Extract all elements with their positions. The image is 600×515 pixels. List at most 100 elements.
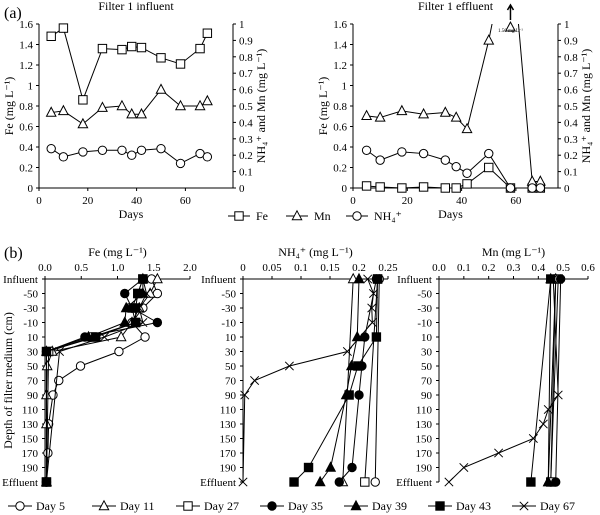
legend-b-label-day-43: Day 43 — [456, 499, 491, 513]
chart-influent-point — [155, 83, 167, 94]
profile-fe-ytick-label: Effluent — [2, 477, 38, 489]
chart-effluent-point — [375, 155, 385, 165]
chart-influent-point — [45, 106, 57, 117]
profile-fe-point — [43, 448, 53, 458]
profile-mn-point — [444, 477, 454, 487]
chart-effluent-point — [451, 183, 461, 193]
chart-effluent-ytick-right-label: 0.1 — [564, 167, 578, 179]
chart-effluent-point — [451, 161, 461, 172]
profile-nh4-title: NH₄⁺ (mg L⁻¹) — [278, 245, 352, 259]
profile-mn-day-67-line — [448, 278, 559, 483]
chart-effluent-point — [418, 148, 429, 159]
profile-mn-point — [555, 274, 566, 284]
chart-influent-point — [175, 59, 186, 69]
legend-b-marker — [519, 501, 529, 511]
profile-mn-ytick-label: 110 — [416, 405, 433, 417]
panel-label-b: (b) — [4, 245, 23, 262]
profile-mn-point — [546, 274, 556, 284]
profile-fe-point — [99, 332, 110, 342]
profile-mn-point — [543, 404, 553, 415]
profile-fe-ytick-label: 90 — [27, 390, 39, 402]
profile-mn-ytick-label: 10 — [421, 332, 433, 344]
profile-fe-point — [114, 346, 124, 357]
profile-fe-point — [140, 332, 150, 342]
profile-mn-point — [459, 462, 469, 473]
profile-fe-point — [115, 330, 127, 342]
profile-mn-point — [548, 274, 558, 284]
profile-nh4-xtick-label: 0.15 — [320, 262, 340, 274]
legend-b-label-day-11: Day 11 — [120, 499, 155, 513]
profile-mn-point — [526, 477, 536, 487]
profile-fe-point — [152, 317, 163, 328]
chart-influent-ylabel-right: NH₄⁺ and Mn (mg L⁻¹) — [254, 49, 268, 163]
profile-nh4-ytick-label: 130 — [220, 419, 237, 431]
profile-nh4-ytick-label: 30 — [225, 347, 237, 359]
chart-effluent-annotation: 1.56 mg L⁻¹ — [498, 28, 523, 34]
profile-mn-day-35-line — [555, 278, 562, 483]
profile-nh4-day-5-line — [374, 278, 380, 483]
legend-a-label-fe: Fe — [256, 209, 268, 223]
chart-influent-point — [174, 99, 187, 111]
chart-effluent-point — [418, 107, 430, 119]
chart-influent-ytick-label: 0.8 — [19, 101, 33, 113]
chart-effluent-point — [505, 183, 516, 193]
profile-mn-ytick-label: 190 — [416, 463, 433, 475]
profile-fe-point — [41, 346, 52, 357]
chart-influent-title: Filter 1 influent — [98, 0, 174, 13]
profile-nh4-point — [240, 390, 250, 400]
chart-influent-ytick-label: 1.6 — [19, 19, 33, 31]
profile-mn-ytick-label: 150 — [416, 434, 433, 446]
chart-effluent-point — [418, 182, 429, 192]
chart-influent-ytick-right-label: 0.9 — [239, 35, 253, 47]
chart-effluent-ylabel-right: NH₄⁺ and Mn (mg L⁻¹) — [579, 49, 593, 163]
legend-b-label-day-5: Day 5 — [36, 499, 65, 513]
chart-influent-ytick-right-label: 0.5 — [239, 101, 253, 113]
chart-influent-point — [156, 143, 166, 154]
chart-influent-point — [136, 42, 147, 53]
profile-nh4-point — [325, 461, 337, 472]
chart-influent-point — [175, 158, 186, 169]
chart-effluent-point — [374, 111, 386, 122]
chart-influent-point — [77, 117, 89, 129]
legend-b-marker — [98, 499, 110, 511]
chart-effluent-point — [439, 106, 451, 117]
profile-fe-point — [141, 288, 152, 299]
profile-nh4-ytick-label: -10 — [221, 318, 236, 330]
legend-b-marker — [350, 499, 362, 511]
profile-mn-ytick-label: -30 — [417, 303, 432, 315]
profile-fe-point — [41, 477, 52, 487]
profile-nh4-point — [342, 346, 352, 357]
profile-mn-day-43-line — [530, 278, 552, 483]
profile-fe-xtick-label: 2.0 — [183, 262, 197, 274]
chart-effluent-xtick-label: 20 — [402, 195, 414, 207]
profile-mn-ytick-label: 90 — [421, 390, 433, 402]
profile-nh4-point — [334, 477, 344, 487]
profile-nh4-xtick-label: 0 — [240, 262, 246, 274]
profile-mn-xtick-label: 0.5 — [556, 262, 570, 274]
chart-influent-point — [96, 101, 108, 112]
chart-effluent-point — [361, 109, 373, 121]
profile-nh4-point — [347, 462, 357, 473]
profile-mn-ytick-label: 70 — [421, 376, 433, 388]
profile-mn-xtick-label: 0.1 — [457, 262, 471, 274]
chart-influent-point — [117, 145, 127, 155]
profile-fe-point — [120, 301, 132, 313]
profile-nh4-xtick-label: 0.25 — [378, 262, 398, 274]
profile-mn-ytick-label: 130 — [416, 419, 433, 431]
legend-b-label-day-35: Day 35 — [288, 499, 323, 513]
profile-mn-point — [494, 448, 504, 458]
chart-effluent-ytick-label: 1 — [342, 81, 348, 93]
chart-effluent-series-mn-line — [366, 24, 541, 182]
chart-influent-point — [202, 28, 213, 38]
chart-influent-point — [135, 107, 148, 119]
profile-nh4-point — [289, 477, 299, 487]
profile-nh4-ytick-label: 70 — [225, 376, 237, 388]
chart-effluent-point — [440, 155, 451, 165]
legend-a-marker — [291, 209, 303, 221]
chart-effluent-point — [461, 122, 473, 134]
chart-effluent-series-fe-line — [366, 166, 541, 188]
legend-a-label-mn: Mn — [314, 209, 331, 223]
chart-effluent-ytick-right-label: 0.2 — [564, 150, 578, 162]
chart-influent-point — [46, 31, 56, 41]
